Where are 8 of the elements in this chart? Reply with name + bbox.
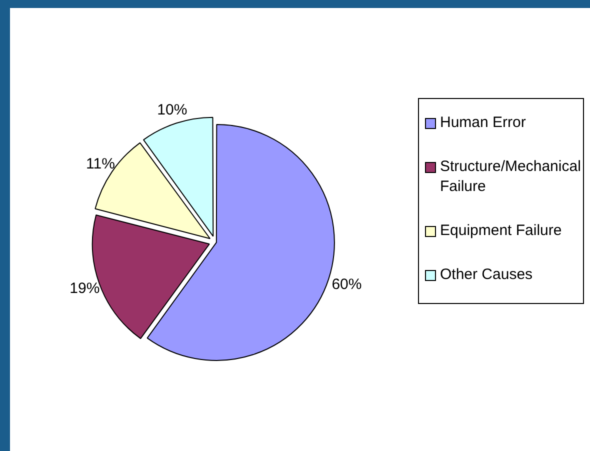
legend-label: Other Causes [440,265,533,285]
data-label: 10% [157,101,188,118]
data-label: 60% [332,276,362,293]
legend-label: Structure/Mechanical Failure [440,157,582,197]
data-label: 19% [70,280,100,298]
legend-label: Human Error [440,113,526,133]
legend-label: Equipment Failure [440,221,562,241]
data-label: 11% [86,155,115,172]
